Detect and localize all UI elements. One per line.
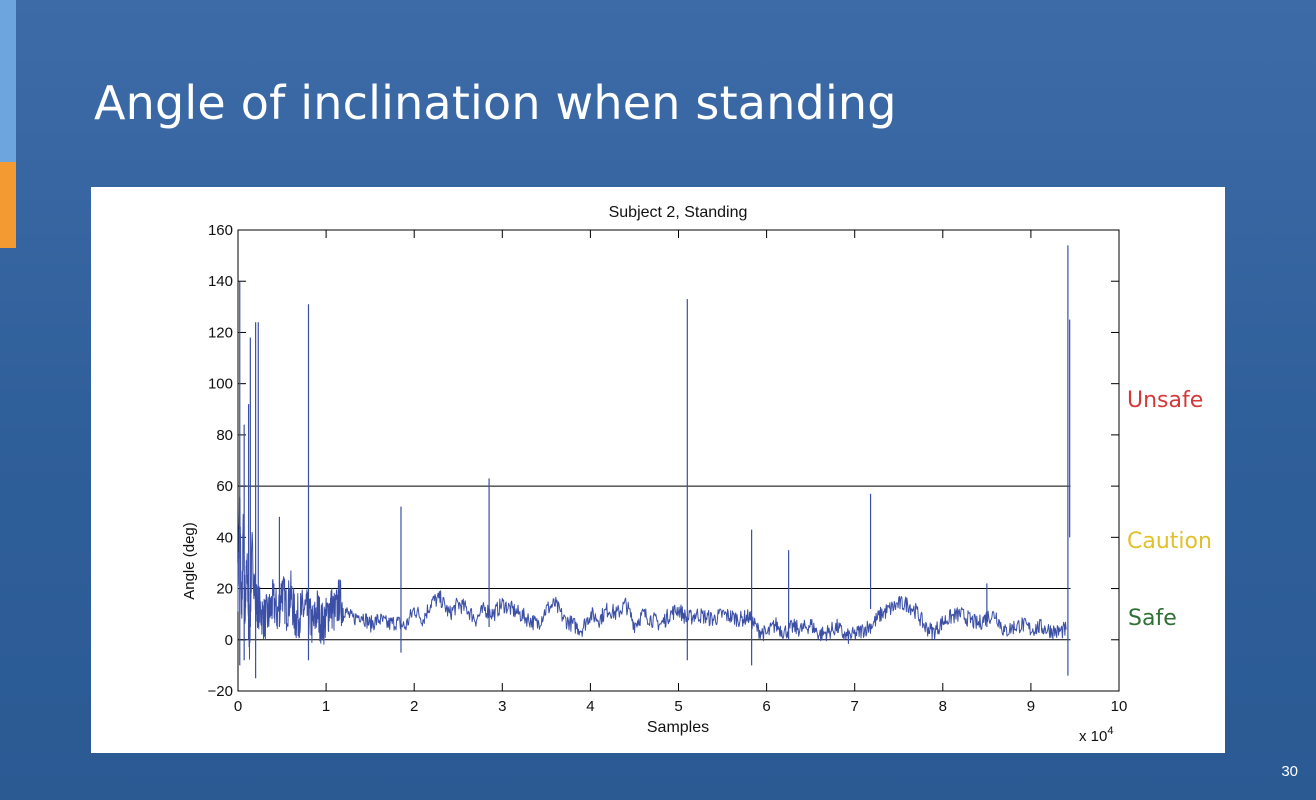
y-tick-label: 100 [208, 376, 233, 393]
x-tick-label: 1 [322, 698, 330, 715]
x-axis-multiplier-exponent: 4 [1107, 725, 1113, 737]
x-axis-label: Samples [647, 719, 709, 736]
accent-bar-blue [0, 0, 16, 162]
y-tick-label: 160 [208, 222, 233, 239]
x-tick-label: 4 [586, 698, 594, 715]
line-chart: Subject 2, Standing Angle (deg) Samples … [181, 204, 1128, 745]
y-tick-label: 120 [208, 324, 233, 341]
x-tick-label: 8 [939, 698, 947, 715]
y-tick-label: 0 [225, 632, 233, 649]
x-tick-label: 7 [851, 698, 859, 715]
x-tick-label: 2 [410, 698, 418, 715]
y-tick-label: 140 [208, 273, 233, 290]
figure-panel: Subject 2, Standing Angle (deg) Samples … [91, 187, 1225, 753]
zone-label-unsafe: Unsafe [1127, 388, 1204, 413]
chart-title: Subject 2, Standing [609, 204, 748, 221]
y-axis-label: Angle (deg) [181, 522, 198, 600]
x-tick-label: 0 [234, 698, 242, 715]
zone-label-safe: Safe [1128, 606, 1177, 631]
series-line [237, 496, 1067, 660]
y-tick-label: 60 [216, 478, 233, 495]
x-tick-label: 3 [498, 698, 506, 715]
accent-bar-orange [0, 162, 16, 248]
slide-title: Angle of inclination when standing [94, 76, 897, 130]
y-tick-label: 80 [216, 427, 233, 444]
x-axis-multiplier: x 104 [1079, 725, 1113, 745]
y-tick-label: 20 [216, 581, 233, 598]
y-tick-label: 40 [216, 529, 233, 546]
x-tick-label: 5 [674, 698, 682, 715]
x-tick-label: 9 [1027, 698, 1035, 715]
y-tick-label: −20 [208, 683, 233, 700]
x-tick-label: 10 [1111, 698, 1128, 715]
x-tick-label: 6 [762, 698, 770, 715]
zone-label-caution: Caution [1127, 529, 1212, 554]
page-number: 30 [1281, 763, 1298, 780]
